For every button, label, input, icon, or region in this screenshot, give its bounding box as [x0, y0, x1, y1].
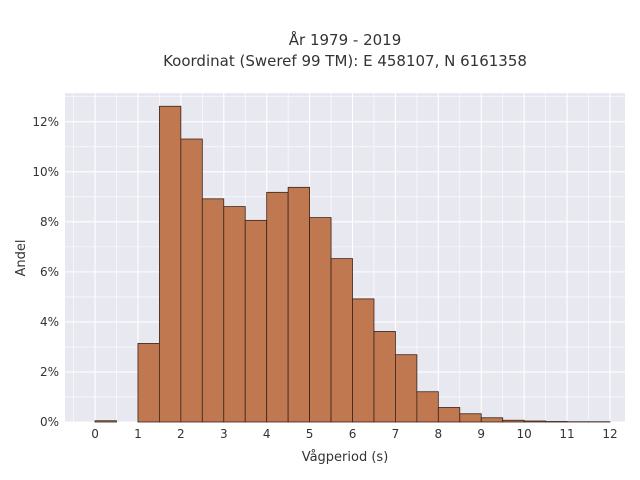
histogram-bar	[395, 354, 418, 423]
x-tick-label: 3	[220, 427, 228, 441]
chart-title: År 1979 - 2019 Koordinat (Sweref 99 TM):…	[163, 30, 527, 70]
histogram-bar	[137, 343, 160, 423]
histogram-bar	[459, 413, 482, 423]
histogram-bar	[502, 419, 525, 423]
chart-title-line-1: År 1979 - 2019	[289, 30, 402, 49]
x-tick-label: 9	[477, 427, 485, 441]
y-axis-label: Andel	[14, 240, 29, 277]
x-tick-label: 4	[263, 427, 271, 441]
histogram-bars	[94, 105, 611, 423]
x-tick-label: 10	[517, 427, 532, 441]
histogram-bar	[330, 258, 353, 423]
histogram-bar	[523, 420, 547, 423]
y-tick-label: 8%	[40, 215, 59, 229]
x-axis-label: Vågperiod (s)	[302, 450, 389, 465]
chart-title-line-2: Koordinat (Sweref 99 TM): E 458107, N 61…	[163, 52, 527, 70]
histogram-bar	[287, 186, 310, 423]
y-tick-label: 6%	[40, 265, 59, 279]
x-tick-label: 6	[349, 427, 357, 441]
histogram-bar	[309, 217, 332, 423]
x-tick-label: 2	[177, 427, 185, 441]
x-tick-label: 8	[435, 427, 443, 441]
y-axis-ticks: 0% 2% 4% 6% 8% 10% 12%	[32, 115, 59, 429]
histogram-bar	[94, 420, 117, 423]
y-tick-label: 2%	[40, 365, 59, 379]
y-tick-label: 12%	[32, 115, 59, 129]
histogram-bar	[373, 331, 396, 423]
x-tick-label: 11	[559, 427, 574, 441]
histogram-bar	[416, 391, 439, 423]
histogram-bar	[159, 105, 182, 423]
histogram-bar	[352, 298, 375, 423]
x-tick-label: 12	[602, 427, 617, 441]
x-tick-label: 7	[392, 427, 400, 441]
histogram-bar	[201, 198, 225, 423]
histogram-bar	[480, 417, 504, 423]
y-tick-label: 4%	[40, 315, 59, 329]
histogram-bar	[545, 421, 568, 423]
histogram-bar	[244, 219, 268, 423]
x-tick-label: 5	[306, 427, 314, 441]
y-tick-label: 0%	[40, 415, 59, 429]
x-tick-label: 1	[134, 427, 142, 441]
histogram-bar	[180, 138, 203, 423]
y-tick-label: 10%	[32, 165, 59, 179]
histogram-bar	[437, 407, 461, 423]
histogram-bar	[223, 206, 246, 423]
x-axis-ticks: 0 1 2 3 4 5 6 7 8 9 10 11 12	[91, 427, 617, 441]
histogram-bar	[266, 191, 289, 423]
x-tick-label: 0	[91, 427, 99, 441]
